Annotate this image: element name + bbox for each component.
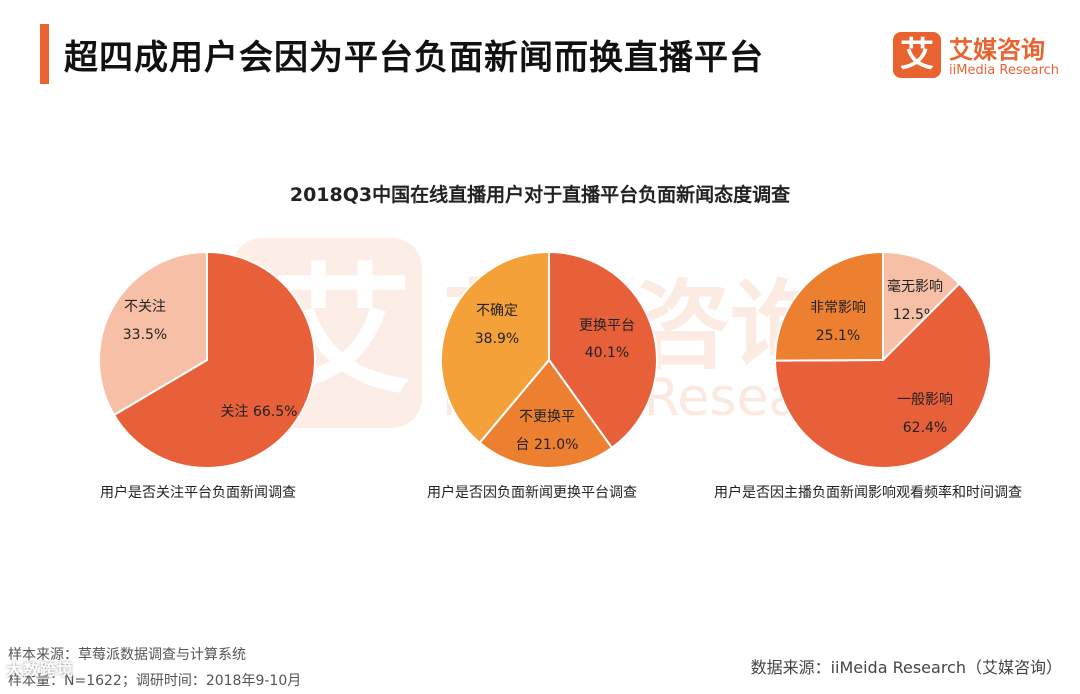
- sample-size: 样本量：N=1622；调研时间：2018年9-10月: [8, 673, 302, 689]
- logo-name-en: iiMedia Research: [949, 63, 1060, 78]
- pie-slice-一般影响: [773, 282, 992, 469]
- pie-slice-不确定: [440, 250, 550, 445]
- chart-title: 2018Q3中国在线直播用户对于直播平台负面新闻态度调查: [289, 184, 791, 206]
- slice-label-name: 更换平台: [579, 317, 635, 334]
- caption-watch-impact: 用户是否因主播负面新闻影响观看频率和时间调查: [714, 485, 1022, 501]
- title-accent-bar: [40, 24, 49, 84]
- pie-slice-更换平台: [548, 250, 658, 450]
- slice-label-name: 毫无影响: [887, 278, 943, 295]
- pie-slice-不关注: [98, 250, 208, 417]
- slice-label-name: 不确定: [476, 303, 518, 319]
- data-source: 数据来源：iiMeida Research（艾媒咨询）: [750, 658, 1062, 677]
- slice-label-value: 33.5%: [123, 327, 167, 343]
- pie-chart-attention: 关注 66.5% 不关注 33.5%: [98, 250, 316, 469]
- brand-logo: 艾 艾媒咨询 iiMedia Research: [893, 30, 1063, 82]
- slice-label-name: 非常影响: [810, 300, 866, 316]
- caption-switch-platform: 用户是否因负面新闻更换平台调查: [427, 485, 637, 501]
- slice-label-value: 62.4%: [903, 420, 947, 436]
- overlay-watermark: 大数跨境: [6, 660, 75, 679]
- caption-attention: 用户是否关注平台负面新闻调查: [100, 485, 296, 501]
- slice-label-value: 25.1%: [816, 328, 860, 344]
- footer-sample-info: 样本来源：草莓派数据调查与计算系统 样本量：N=1622；调研时间：2018年9…: [8, 642, 301, 694]
- pie-slice-关注: [112, 250, 316, 469]
- logo-mark-icon: 艾: [893, 32, 941, 78]
- pie-slice-非常影响: [774, 250, 884, 362]
- slice-label-value: 40.1%: [585, 345, 629, 361]
- slice-label-name: 一般影响: [897, 392, 953, 408]
- sample-source: 样本来源：草莓派数据调查与计算系统: [8, 647, 246, 663]
- slice-label: 关注 66.5%: [221, 404, 298, 420]
- pie-slice-不更换平: [478, 358, 614, 469]
- slice-label-value: 台 21.0%: [516, 437, 579, 453]
- pie-slice-毫无影响: [882, 250, 961, 363]
- slice-label-value: 38.9%: [475, 331, 519, 347]
- slice-label-name: 不更换平: [519, 408, 575, 425]
- page-title: 超四成用户会因为平台负面新闻而换直播平台: [64, 38, 764, 78]
- logo-name-cn: 艾媒咨询: [949, 36, 1045, 64]
- slice-label-name: 不关注: [124, 299, 166, 315]
